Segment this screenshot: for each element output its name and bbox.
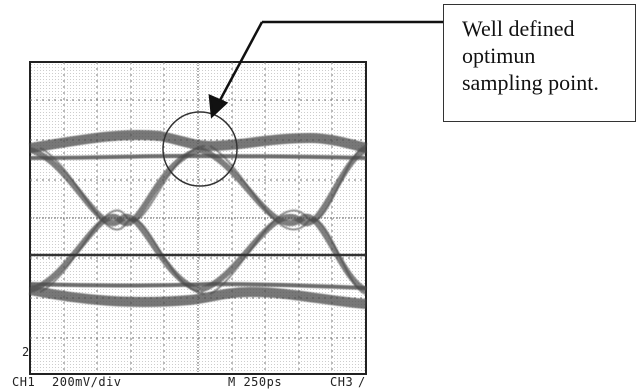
callout-arrow [208, 20, 443, 119]
channel-label: CH1 [12, 375, 36, 389]
eye-traces [29, 129, 368, 309]
upper-rail-inner [29, 153, 367, 160]
callout-line-1: Well defined [462, 16, 575, 41]
callout-line-3: sampling point. [462, 70, 599, 95]
trigger-slope-label: / [358, 375, 366, 389]
upper-rail [29, 129, 368, 153]
trigger-channel-label: CH3 [330, 375, 354, 389]
callout-box: Well defined optimun sampling point. [443, 4, 636, 122]
timebase-label: M 250ps [228, 375, 283, 389]
sampling-point-circle [162, 111, 238, 187]
eye-arc-falling-1 [29, 147, 201, 293]
marker-left: 2 [22, 345, 30, 359]
volts-per-div-label: 200mV/div [52, 375, 122, 389]
callout-line-2: optimun [462, 43, 536, 68]
lower-rail [29, 285, 367, 309]
